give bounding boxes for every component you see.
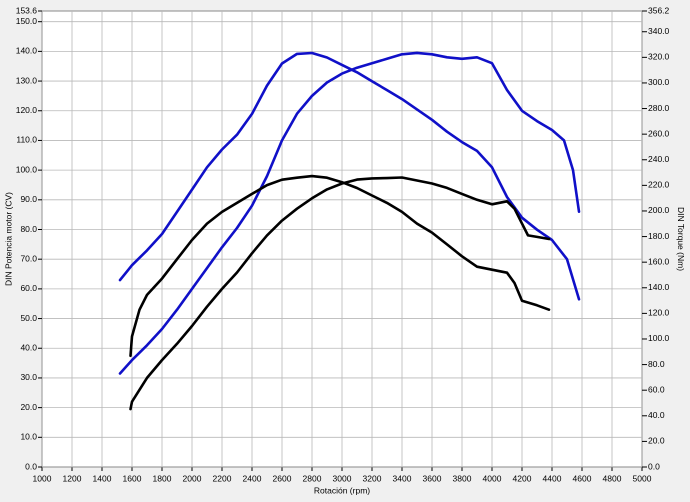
y2-tick-label: 60.0	[648, 384, 665, 394]
y2-tick-label: 280.0	[648, 103, 670, 113]
y2-tick-label: 100.0	[648, 333, 670, 343]
x-tick-label: 1200	[63, 473, 82, 483]
x-tick-label: 4400	[543, 473, 562, 483]
y2-tick-label: 200.0	[648, 205, 670, 215]
y-tick-label: 40.0	[20, 343, 37, 353]
y2-tick-label: 80.0	[648, 359, 665, 369]
x-tick-label: 4800	[603, 473, 622, 483]
x-tick-label: 2200	[213, 473, 232, 483]
y-tick-label: 70.0	[20, 253, 37, 263]
x-axis-title: Rotación (rpm)	[314, 485, 370, 495]
y-tick-label: 120.0	[16, 105, 38, 115]
line-series	[118, 51, 581, 301]
y2-tick-label: 320.0	[648, 52, 670, 62]
x-tick-label: 3800	[453, 473, 472, 483]
line-series	[129, 176, 551, 411]
x-tick-label: 4000	[483, 473, 502, 483]
y2-tick-label: 240.0	[648, 154, 670, 164]
y-tick-label: 0.0	[25, 461, 37, 471]
y-tick-label: 140.0	[16, 46, 38, 56]
x-tick-label: 1800	[153, 473, 172, 483]
y-tick-label: 50.0	[20, 313, 37, 323]
x-tick-label: 3600	[423, 473, 442, 483]
y2-tick-label: 356.2	[648, 5, 670, 15]
y2-tick-label: 300.0	[648, 77, 670, 87]
x-tick-label: 1600	[123, 473, 142, 483]
line-series	[129, 174, 551, 358]
y-axis-title: DIN Potencia motor (CV)	[3, 192, 13, 286]
x-tick-label: 4200	[513, 473, 532, 483]
y2-tick-label: 340.0	[648, 26, 670, 36]
x-tick-label: 4600	[573, 473, 592, 483]
y2-tick-label: 0.0	[648, 461, 660, 471]
y-tick-label: 150.0	[16, 16, 38, 26]
y-tick-label: 30.0	[20, 372, 37, 382]
y2-tick-label: 140.0	[648, 282, 670, 292]
x-tick-label: 3000	[333, 473, 352, 483]
y-tick-label: 20.0	[20, 402, 37, 412]
x-tick-label: 1000	[33, 473, 52, 483]
y-tick-label: 153.6	[16, 5, 38, 15]
y2-tick-label: 40.0	[648, 410, 665, 420]
y2-tick-label: 120.0	[648, 308, 670, 318]
y-tick-label: 80.0	[20, 224, 37, 234]
x-tick-label: 2000	[183, 473, 202, 483]
y-tick-label: 130.0	[16, 75, 38, 85]
y-tick-label: 90.0	[20, 194, 37, 204]
y2-tick-label: 160.0	[648, 256, 670, 266]
x-tick-label: 2800	[303, 473, 322, 483]
y2-axis-title: DIN Torque (Nm)	[676, 207, 686, 271]
x-tick-label: 3400	[393, 473, 412, 483]
y2-tick-label: 220.0	[648, 180, 670, 190]
x-tick-label: 3200	[363, 473, 382, 483]
x-tick-label: 5000	[633, 473, 652, 483]
y-tick-label: 10.0	[20, 432, 37, 442]
x-tick-label: 2400	[243, 473, 262, 483]
y-tick-label: 110.0	[16, 135, 37, 145]
x-tick-label: 2600	[273, 473, 292, 483]
y2-tick-label: 180.0	[648, 231, 670, 241]
y2-tick-label: 260.0	[648, 128, 670, 138]
x-tick-label: 1400	[93, 473, 112, 483]
y2-tick-label: 20.0	[648, 436, 665, 446]
y-tick-label: 100.0	[16, 164, 38, 174]
line-series	[118, 51, 581, 375]
y-tick-label: 60.0	[20, 283, 37, 293]
